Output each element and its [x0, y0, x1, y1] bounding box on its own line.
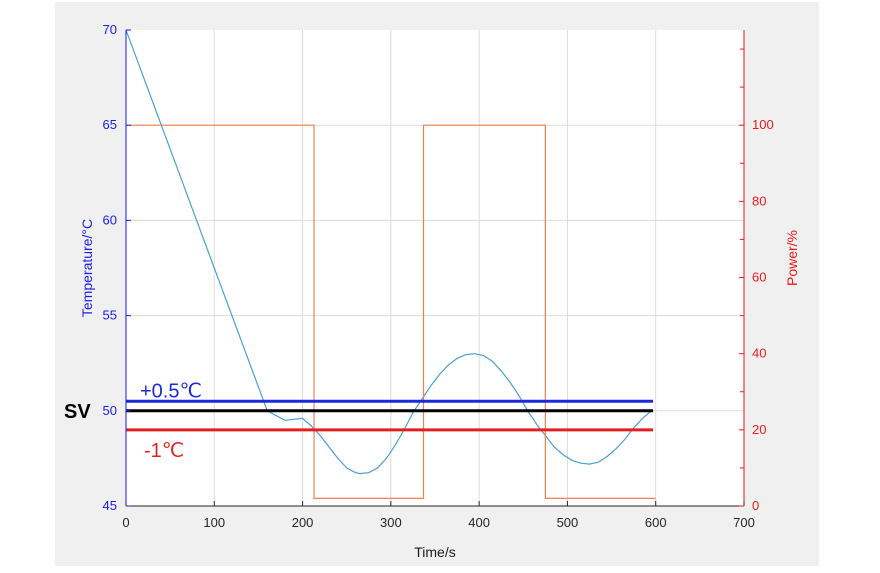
plot-area	[126, 30, 744, 506]
y-right-tick-label: 60	[752, 270, 766, 285]
x-tick-label: 700	[733, 515, 755, 530]
x-tick-label: 400	[468, 515, 490, 530]
y-left-tick-label: 60	[103, 212, 117, 227]
x-tick-label: 600	[645, 515, 667, 530]
y-left-tick-label: 45	[103, 498, 117, 513]
power-series-line	[126, 124, 656, 499]
x-tick-label: 500	[557, 515, 579, 530]
setpoint-label: SV	[64, 401, 91, 423]
temperature-series-line	[125, 29, 652, 475]
axes	[125, 29, 745, 507]
y-right-tick-label: 40	[752, 346, 766, 361]
lower-band-label: -1℃	[144, 440, 184, 462]
y-left-tick-label: 70	[103, 22, 117, 37]
y-right-tick-label: 20	[752, 422, 766, 437]
labels: 0 100 200 300 400 500 600 700455055606570020406…	[64, 22, 800, 560]
upper-band-label: +0.5℃	[140, 380, 202, 402]
y-left-axis-title: Temperature/°C	[79, 219, 95, 317]
y-right-axis-title: Power/%	[784, 230, 800, 286]
y-left-tick-label: 50	[103, 403, 117, 418]
x-axis-title: Time/s	[414, 544, 455, 560]
series-group	[125, 29, 656, 499]
y-right-tick-label: 0	[752, 498, 759, 513]
x-tick-label: 0	[122, 515, 129, 530]
x-tick-label: 300	[380, 515, 402, 530]
y-right-tick-label: 80	[752, 193, 766, 208]
x-tick-label: 100	[203, 515, 225, 530]
reference-lines	[126, 399, 654, 432]
y-left-tick-label: 55	[103, 308, 117, 323]
y-left-tick-label: 65	[103, 117, 117, 132]
y-right-tick-label: 100	[752, 117, 774, 132]
x-tick-label: 200	[292, 515, 314, 530]
